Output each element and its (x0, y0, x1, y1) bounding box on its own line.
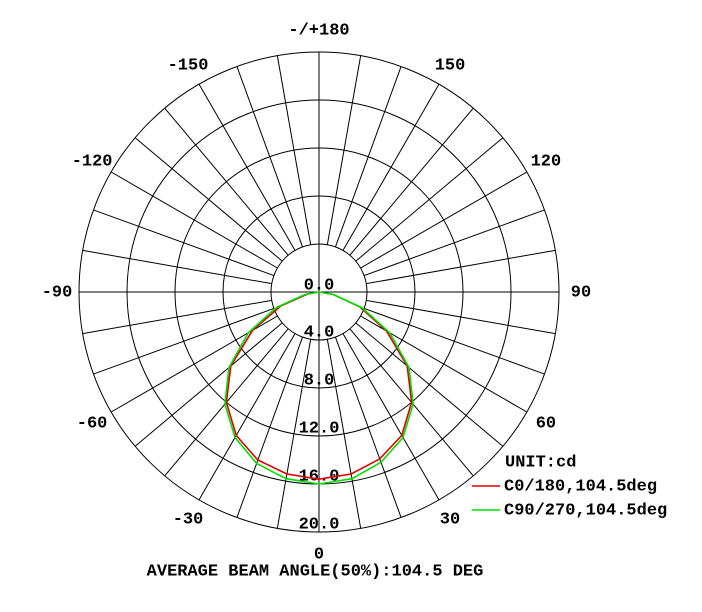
legend-label: C0/180,104.5deg (504, 477, 657, 496)
angle-tick-label: -150 (168, 57, 209, 76)
angle-tick-label: -/+180 (288, 21, 349, 40)
footer: AVERAGE BEAM ANGLE(50%):104.5 DEG (147, 562, 484, 581)
ring (78, 51, 560, 533)
ring (270, 243, 368, 341)
angle-tick-label: 120 (531, 152, 562, 171)
angle-tick-label: 150 (435, 57, 466, 76)
series-line (224, 291, 414, 485)
angle-tick-label: -120 (72, 152, 113, 171)
r-tick-label: 12.0 (299, 419, 340, 438)
unit-label: UNIT:cd (505, 453, 576, 472)
angle-tick-label: 90 (571, 283, 591, 302)
ring (174, 147, 464, 437)
r-tick-label: 20.0 (299, 515, 340, 534)
ring (222, 195, 416, 389)
r-tick-label: 0.0 (304, 276, 335, 295)
r-tick-label: 8.0 (304, 371, 335, 390)
angle-tick-label: 30 (440, 510, 460, 529)
angle-tick-label: -60 (77, 414, 108, 433)
angle-tick-label: -90 (42, 283, 73, 302)
r-tick-label: 4.0 (304, 323, 335, 342)
angle-tick-label: 60 (536, 414, 556, 433)
legend-label: C90/270,104.5deg (504, 501, 667, 520)
angle-tick-label: -30 (173, 510, 204, 529)
series-line (225, 291, 413, 481)
angle-tick-label: 0 (314, 545, 324, 564)
